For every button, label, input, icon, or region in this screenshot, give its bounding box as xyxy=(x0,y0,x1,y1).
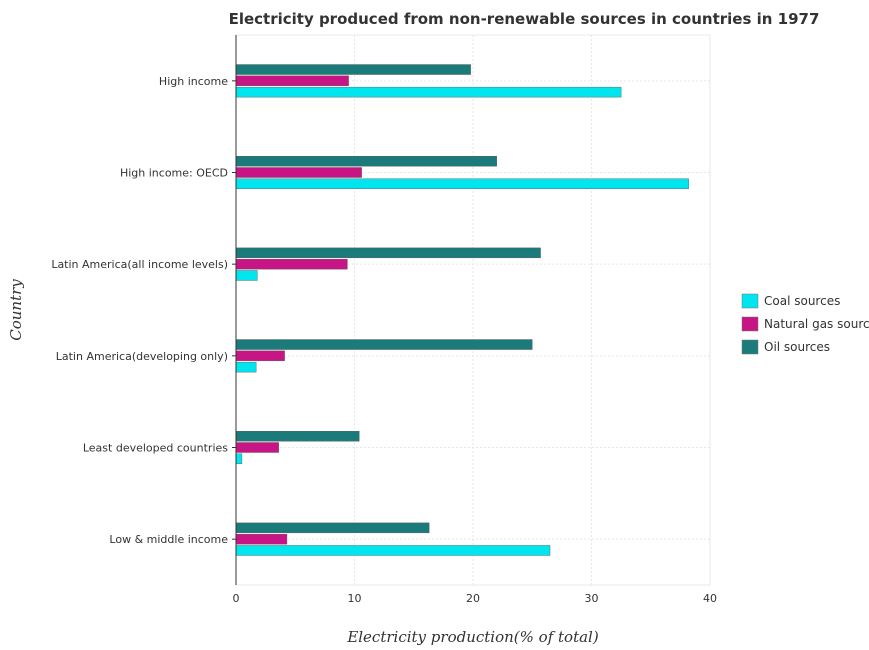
bar-coal-sources xyxy=(235,86,622,98)
tick-labels: 0 10 20 30 40 High income High income: OECD Lat… xyxy=(51,75,717,605)
bar-natural-gas-sources xyxy=(235,167,362,178)
x-tick-label: 20 xyxy=(466,592,480,605)
y-tick-label: High income xyxy=(159,75,228,88)
x-axis-label: Electricity production(% of total) xyxy=(346,628,599,646)
plot-area xyxy=(235,34,711,586)
bar-oil-sources xyxy=(235,522,430,534)
legend-swatch xyxy=(741,316,759,332)
y-tick-label: High income: OECD xyxy=(120,167,228,180)
bars xyxy=(235,64,689,556)
x-tick-label: 10 xyxy=(348,592,362,605)
bar-oil-sources xyxy=(235,155,497,167)
bar-natural-gas-sources xyxy=(235,258,348,270)
x-tick-label: 30 xyxy=(585,592,599,605)
y-tick-label: Latin America(all income levels) xyxy=(51,258,228,271)
bar-oil-sources xyxy=(235,339,533,350)
bar-oil-sources xyxy=(235,431,360,442)
bar-oil-sources xyxy=(235,64,471,75)
bar-oil-sources xyxy=(235,247,541,259)
bar-coal-sources xyxy=(235,178,689,190)
bar-coal-sources xyxy=(235,361,257,373)
y-tick-label: Low & middle income xyxy=(109,533,228,546)
bar-coal-sources xyxy=(235,270,258,281)
bar-natural-gas-sources xyxy=(235,533,288,545)
legend-label: Natural gas sources xyxy=(764,317,869,331)
bar-coal-sources xyxy=(235,545,551,556)
grid xyxy=(235,35,711,585)
y-tick-label: Least developed countries xyxy=(83,442,228,455)
y-axis-label: Country xyxy=(7,279,25,341)
bar-natural-gas-sources xyxy=(235,350,285,362)
legend-swatch xyxy=(741,293,759,309)
bar-coal-sources xyxy=(235,453,243,464)
bar-natural-gas-sources xyxy=(235,442,279,453)
y-tick-label: Latin America(developing only) xyxy=(56,350,228,363)
x-tick-label: 40 xyxy=(703,592,717,605)
legend-swatch xyxy=(741,339,759,355)
bar-natural-gas-sources xyxy=(235,75,349,87)
chart-title: Electricity produced from non-renewable … xyxy=(229,10,820,28)
legend-label: Coal sources xyxy=(764,294,840,308)
legend: Coal sources Natural gas sources Oil sourc… xyxy=(741,293,869,355)
legend-label: Oil sources xyxy=(764,340,830,354)
x-tick-label: 0 xyxy=(233,592,240,605)
